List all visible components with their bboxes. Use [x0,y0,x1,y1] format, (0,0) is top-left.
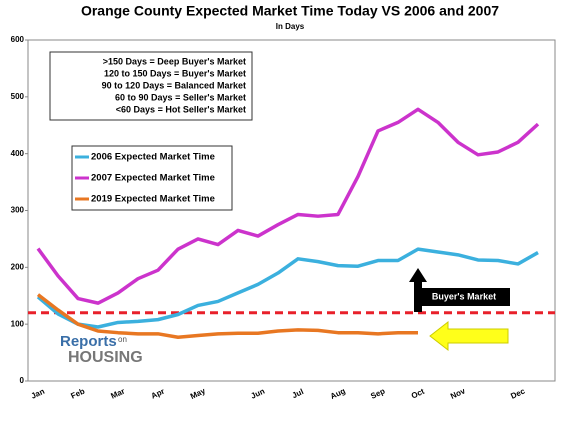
annotation-box [418,288,510,306]
legend-label: 2006 Expected Market Time [91,152,215,163]
y-tick-label: 400 [11,149,25,158]
key-line: 60 to 90 Days = Seller's Market [115,92,246,102]
logo: on [118,335,127,344]
y-tick-label: 0 [20,376,25,385]
x-tick-label: Jul [291,387,305,400]
annotation: Buyer's Market [432,291,496,301]
chart-subtitle: In Days [276,22,305,31]
y-tick-label: 500 [11,92,25,101]
chart-title: Orange County Expected Market Time Today… [81,3,499,19]
series-line [36,107,540,305]
x-tick-label: May [189,386,207,401]
series-line [36,293,418,339]
legend-label: 2019 Expected Market Time [91,194,215,205]
logo: Reports [60,333,117,350]
series-line [36,247,539,329]
x-tick-label: Feb [69,387,86,401]
key-line: <60 Days = Hot Seller's Market [116,104,246,114]
y-tick-label: 300 [11,206,25,215]
x-tick-label: Sep [369,386,386,400]
key-line: 90 to 120 Days = Balanced Market [102,80,246,90]
left-arrow [429,320,509,352]
y-tick-label: 200 [11,262,25,271]
x-tick-label: Jun [249,387,266,401]
x-tick-label: Mar [109,387,126,401]
key-line: 120 to 150 Days = Buyer's Market [104,68,246,78]
key-line: >150 Days = Deep Buyer's Market [103,56,246,66]
x-tick-label: Apr [150,387,166,401]
x-tick-label: Aug [329,386,347,401]
x-tick-label: Dec [509,386,527,401]
legend-label: 2007 Expected Market Time [91,173,215,184]
logo: HOUSING [68,349,143,366]
y-tick-label: 100 [11,319,25,328]
x-tick-label: Nov [449,386,467,401]
x-tick-label: Jan [30,387,46,401]
key-box [49,51,253,121]
x-tick-label: Oct [410,387,426,401]
y-tick-label: 600 [11,35,25,44]
legend-box [71,145,233,211]
